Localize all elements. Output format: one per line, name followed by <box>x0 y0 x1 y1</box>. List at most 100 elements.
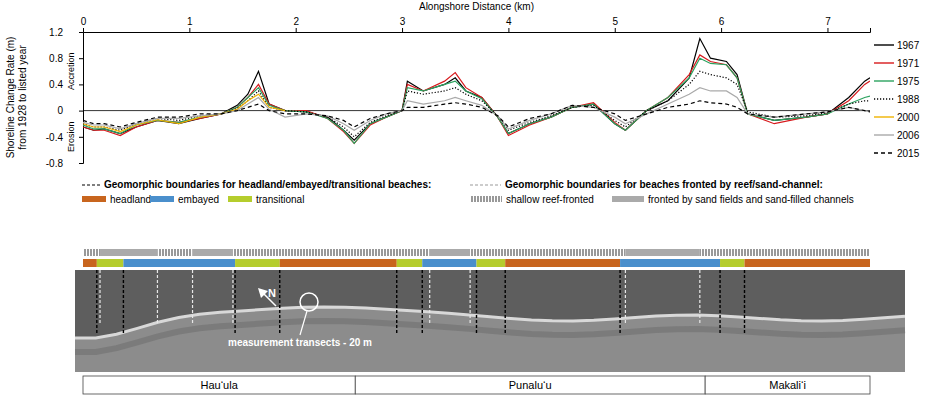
reef-boundary <box>699 270 700 325</box>
legend-label: headland <box>110 194 151 205</box>
x-tick-mark <box>83 28 84 32</box>
reef-boundary <box>99 270 100 325</box>
y-tick-label: 1.2 <box>49 27 63 38</box>
geomorphic-segment <box>83 259 97 267</box>
x-axis: 0 1 2 3 4 5 6 7 <box>81 16 871 33</box>
x-tick-mark <box>615 28 616 32</box>
series-line <box>83 55 870 143</box>
legend-label: 1971 <box>897 58 920 69</box>
x-tick-mark <box>189 28 190 32</box>
x-tick-label: 7 <box>825 16 831 27</box>
legend-label: transitional <box>256 194 304 205</box>
place-label: Hau‘ula <box>200 379 238 391</box>
x-tick-label: 0 <box>81 16 87 27</box>
x-tick: 1 <box>187 16 193 32</box>
photo-land <box>75 321 905 352</box>
geomorphic-boundary <box>505 270 506 335</box>
place-box <box>705 376 870 394</box>
legend-swatch <box>874 134 894 135</box>
legend-swatch <box>228 196 252 202</box>
x-tick-label: 1 <box>187 16 193 27</box>
x-tick-label: 2 <box>293 16 299 27</box>
series-line <box>83 71 870 137</box>
y-tick: 0 <box>57 105 83 116</box>
geomorphic-boundary <box>719 270 720 335</box>
geomorphic-boundary <box>123 270 124 335</box>
x-tick-label: 4 <box>506 16 512 27</box>
geomorphic-segment <box>720 259 744 267</box>
y-tick-mark <box>79 111 83 112</box>
photo-bg <box>75 270 905 372</box>
legend-title: Geomorphic boundaries for headland/embay… <box>104 179 431 190</box>
legend-swatch <box>874 152 894 153</box>
x-tick: 4 <box>506 16 512 32</box>
legend-label: 1988 <box>897 94 920 105</box>
legend-dash <box>82 184 101 185</box>
geomorphic-boundary <box>279 270 280 335</box>
x-tick: 7 <box>825 16 831 32</box>
geomorphic-boundary <box>96 270 97 335</box>
figure: 0 1 2 3 4 5 6 7 Alongshore Distance (km) -0.8 -0.4… <box>0 0 929 399</box>
legend-swatch <box>874 62 894 63</box>
series-line <box>83 39 870 141</box>
legend-label: 1975 <box>897 76 920 87</box>
geomorphic-segment <box>397 259 423 267</box>
baseline <box>83 110 870 111</box>
reef-boundary <box>232 270 233 325</box>
y-axis-title: from 1928 to listed year <box>17 45 28 150</box>
legend-swatch <box>874 44 894 45</box>
y-tick: 1.2 <box>49 27 83 38</box>
legend-label: 2006 <box>897 130 920 141</box>
legend-title: Geomorphic boundaries for beaches fronte… <box>505 179 823 190</box>
y-tick-label: -0.8 <box>46 158 64 169</box>
geomorphic-segment <box>620 259 720 267</box>
y-tick-mark <box>79 137 83 138</box>
geomorphic-segment <box>422 259 476 267</box>
x-tick: 0 <box>81 16 87 32</box>
photo: Nmeasurement transects - 20 m <box>75 270 905 372</box>
y-tick: -0.8 <box>46 158 83 169</box>
geomorphic-segment <box>280 259 397 267</box>
x-tick-label: 6 <box>719 16 725 27</box>
legend-label: embayed <box>178 194 219 205</box>
series-line <box>83 88 870 131</box>
place-label: Makali‘i <box>769 379 806 391</box>
reef-segment <box>233 249 430 256</box>
reef-segment <box>157 249 192 256</box>
reef-segment <box>700 249 870 256</box>
geomorphic-boundary <box>422 270 423 335</box>
geomorphic-segment <box>745 259 870 267</box>
geomorphic-boundary <box>476 270 477 335</box>
legend-swatch <box>470 196 502 202</box>
x-tick-label: 3 <box>400 16 406 27</box>
reef-segment <box>193 249 233 256</box>
legend-swatch <box>612 196 644 202</box>
reef-boundary <box>470 270 471 325</box>
y-tick-label: -0.4 <box>46 132 64 143</box>
y-axis-line <box>79 33 84 164</box>
north-label: N <box>268 287 276 299</box>
legend-label: 2015 <box>897 148 920 159</box>
reef-segment <box>625 249 699 256</box>
transect-marker <box>300 293 318 311</box>
y-tick: -0.4 <box>46 132 83 143</box>
legend-label: 2000 <box>897 112 920 123</box>
x-tick-mark <box>721 28 722 32</box>
x-tick: 5 <box>612 16 618 32</box>
geomorphic-segment <box>235 259 280 267</box>
y-tick-label: 0.8 <box>49 53 63 64</box>
geomorphic-boundary <box>744 270 745 335</box>
legend-swatch <box>874 98 894 99</box>
plot-area <box>83 39 870 144</box>
geomorphic-boundary <box>234 270 235 335</box>
north-arrow-head <box>258 288 268 298</box>
y-tick-mark <box>79 84 83 85</box>
y-tick-label: 0 <box>57 105 63 116</box>
place-label: Punalu‘u <box>509 379 552 391</box>
reef-boundary <box>157 270 158 325</box>
y-tick-mark <box>79 32 83 33</box>
reef-boundary <box>192 270 193 325</box>
reef-segment <box>100 249 157 256</box>
reef-segment <box>83 249 100 256</box>
x-axis-title: Alongshore Distance (km) <box>419 1 534 12</box>
